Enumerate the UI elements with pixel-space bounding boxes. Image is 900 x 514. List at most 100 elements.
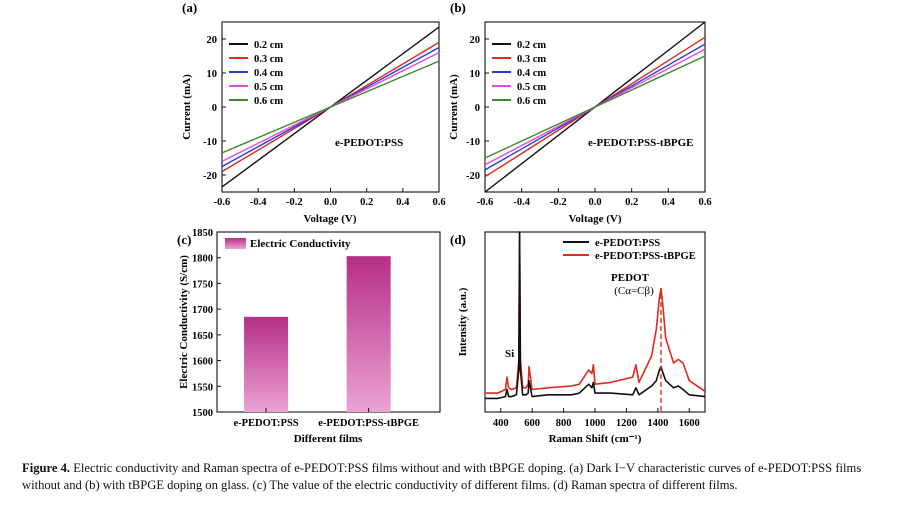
panel-a-xtick-label: 0.0 xyxy=(324,197,337,208)
panel-d-xtick-label: 600 xyxy=(524,418,540,429)
panel-b-legend-label: 0.5 cm xyxy=(517,82,546,93)
panel-c-ytick-label: 1500 xyxy=(192,408,213,419)
panel-d-si-label: Si xyxy=(505,348,514,360)
panel-a-ytick-label: 10 xyxy=(207,69,218,80)
panel-a-xtick-label: 0.4 xyxy=(396,197,410,208)
panel-d-xtick-label: 1000 xyxy=(585,418,606,429)
panel-b-legend: 0.2 cm 0.3 cm 0.4 cm 0.5 cm 0.6 cm xyxy=(492,40,546,107)
panel-a-xtick-label: 0.6 xyxy=(432,197,445,208)
panel-a-xtick-label: -0.6 xyxy=(214,197,231,208)
panel-a-legend-label: 0.4 cm xyxy=(254,68,283,79)
panel-c-frame xyxy=(216,231,441,413)
panel-d-xtick-label: 400 xyxy=(493,418,509,429)
panel-b-xlabel: Voltage (V) xyxy=(568,213,621,225)
panel-b-label: (b) xyxy=(450,0,466,15)
panel-a-xlabel: Voltage (V) xyxy=(303,213,356,225)
panel-b-xtick-label: 0.4 xyxy=(662,197,676,208)
panel-d: (d) 400 600 800 1000 1200 1400 1600 e-PEDOT:PS… xyxy=(450,231,706,445)
panel-b-xtick-label: 0.0 xyxy=(588,197,601,208)
panel-c-ytick-label: 1800 xyxy=(192,254,213,265)
panel-c: (c) 1500 1550 1600 1650 1700 1750 1800 1850 e-P… xyxy=(177,228,441,445)
panel-a-ylabel: Current (mA) xyxy=(181,74,193,140)
panel-a-label: (a) xyxy=(182,0,197,15)
panel-a-yticks: -20 -10 0 10 20 xyxy=(203,35,226,182)
panel-b-yticks: -20 -10 0 10 20 xyxy=(466,35,489,182)
panel-d-xtick-label: 1600 xyxy=(679,418,700,429)
figure-caption: Figure 4. Electric conductivity and Rama… xyxy=(22,460,882,493)
panel-b-xtick-label: -0.2 xyxy=(550,197,567,208)
panel-a-xtick-label: 0.2 xyxy=(360,197,373,208)
panel-d-xtick-label: 800 xyxy=(556,418,572,429)
caption-label: Figure 4. xyxy=(22,461,71,475)
panel-d-xticks: 400 600 800 1000 1200 1400 1600 xyxy=(493,408,700,429)
panel-a-annotation: e-PEDOT:PSS xyxy=(335,137,403,149)
panel-b-legend-label: 0.2 cm xyxy=(517,40,546,51)
panel-b-xtick-label: 0.2 xyxy=(625,197,638,208)
panel-c-ylabel: Electric Conductivity (S/cm) xyxy=(178,255,190,389)
panel-d-xtick-label: 1400 xyxy=(647,418,668,429)
figure-canvas: (a) -0.6 -0.4 -0.2 0.0 0.2 0.4 0.6 -20 -10 0 10 20… xyxy=(177,0,712,445)
panel-d-legend-label: e-PEDOT:PSS-tBPGE xyxy=(595,251,696,262)
panel-c-category-label: e-PEDOT:PSS-tBPGE xyxy=(318,418,419,429)
panel-d-legend-label: e-PEDOT:PSS xyxy=(595,238,660,249)
panel-d-xtick-label: 1200 xyxy=(616,418,637,429)
panel-a-legend-label: 0.6 cm xyxy=(254,96,283,107)
panel-b-series-line xyxy=(484,55,706,159)
panel-c-legend-text: Electric Conductivity xyxy=(250,238,351,250)
panel-c-ytick-label: 1600 xyxy=(192,357,213,368)
panel-a-ytick-label: -10 xyxy=(203,137,217,148)
panel-b-xtick-label: -0.6 xyxy=(477,197,494,208)
panel-b-ytick-label: 0 xyxy=(475,103,480,114)
panel-a-xtick-label: -0.4 xyxy=(250,197,267,208)
panel-c-legend-swatch xyxy=(225,238,246,249)
panel-b-annotation: e-PEDOT:PSS-tBPGE xyxy=(588,137,694,149)
panel-b-xtick-label: 0.6 xyxy=(698,197,711,208)
panel-a-xticks: -0.6 -0.4 -0.2 0.0 0.2 0.4 0.6 xyxy=(214,188,446,208)
panel-b-ytick-label: -10 xyxy=(466,137,480,148)
panel-d-ylabel: Intensity (a.u.) xyxy=(457,287,469,356)
panel-d-pedot-label: PEDOT xyxy=(611,272,650,284)
panel-d-bond-label: (Cα=Cβ) xyxy=(614,285,654,297)
panel-a-xtick-label: -0.2 xyxy=(286,197,303,208)
panel-b-legend-label: 0.6 cm xyxy=(517,96,546,107)
panel-b-xticks: -0.6 -0.4 -0.2 0.0 0.2 0.4 0.6 xyxy=(477,188,712,208)
panel-d-series-line xyxy=(485,231,706,400)
panel-a-lines xyxy=(221,26,440,188)
panel-a-ytick-label: -20 xyxy=(203,171,217,182)
panel-a-ytick-label: 20 xyxy=(207,35,218,46)
panel-a-legend-label: 0.2 cm xyxy=(254,40,283,51)
panel-c-xlabel: Different films xyxy=(294,433,363,445)
panel-a-ytick-label: 0 xyxy=(212,103,217,114)
panel-d-lines xyxy=(485,231,706,400)
panel-c-ytick-label: 1750 xyxy=(192,279,213,290)
panel-c-ytick-label: 1550 xyxy=(192,382,213,393)
panel-c-category-label: e-PEDOT:PSS xyxy=(233,418,298,429)
panel-d-xlabel: Raman Shift (cm⁻¹) xyxy=(549,433,642,445)
panel-a-legend: 0.2 cm 0.3 cm 0.4 cm 0.5 cm 0.6 cm xyxy=(229,40,283,107)
panel-a-legend-label: 0.3 cm xyxy=(254,54,283,65)
panel-b-lines xyxy=(484,21,706,193)
panel-d-legend: e-PEDOT:PSS e-PEDOT:PSS-tBPGE xyxy=(563,238,696,262)
panel-b-xtick-label: -0.4 xyxy=(513,197,530,208)
panel-c-bar xyxy=(346,256,391,412)
panel-a-legend-label: 0.5 cm xyxy=(254,82,283,93)
panel-c-yticks: 1500 1550 1600 1650 1700 1750 1800 1850 xyxy=(192,228,221,419)
panel-d-label: (d) xyxy=(450,232,466,247)
panel-c-ytick-label: 1650 xyxy=(192,331,213,342)
panel-b-legend-label: 0.3 cm xyxy=(517,54,546,65)
panel-c-ytick-label: 1700 xyxy=(192,305,213,316)
panel-a: (a) -0.6 -0.4 -0.2 0.0 0.2 0.4 0.6 -20 -10 0 10 20… xyxy=(181,0,446,225)
panel-b: (b) -0.6 -0.4 -0.2 0.0 0.2 0.4 0.6 -20 -10 0 10 20… xyxy=(448,0,712,225)
panel-c-bar xyxy=(244,316,289,412)
panel-b-ytick-label: -20 xyxy=(466,171,480,182)
panel-a-series-line xyxy=(221,60,440,154)
panel-b-ylabel: Current (mA) xyxy=(448,74,460,140)
panel-c-bars xyxy=(244,256,391,412)
panel-c-label: (c) xyxy=(177,232,191,247)
panel-b-ytick-label: 20 xyxy=(470,35,481,46)
caption-text: Electric conductivity and Raman spectra … xyxy=(22,461,862,492)
panel-c-xcats: e-PEDOT:PSS e-PEDOT:PSS-tBPGE xyxy=(233,408,419,429)
panel-c-ytick-label: 1850 xyxy=(192,228,213,239)
panel-b-ytick-label: 10 xyxy=(470,69,481,80)
panel-b-legend-label: 0.4 cm xyxy=(517,68,546,79)
